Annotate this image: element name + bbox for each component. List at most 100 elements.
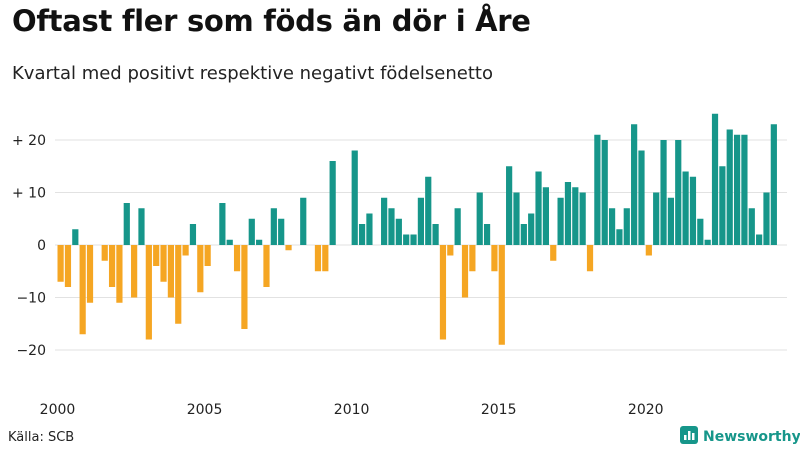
bar	[631, 124, 638, 245]
bar	[256, 239, 263, 245]
bar	[123, 203, 130, 245]
source-note: Källa: SCB	[8, 430, 75, 445]
bar	[726, 129, 733, 245]
bar	[329, 161, 336, 245]
bar	[719, 166, 726, 245]
bar	[204, 245, 211, 266]
bar	[491, 245, 498, 272]
bar	[300, 197, 307, 245]
bar	[219, 203, 226, 245]
bar	[594, 134, 601, 245]
bar	[189, 224, 197, 245]
bar	[638, 150, 645, 245]
bar	[667, 197, 674, 245]
bar	[197, 245, 204, 293]
bar-chart-logo-icon	[680, 426, 698, 448]
bar	[366, 213, 373, 245]
bar	[579, 192, 586, 245]
bar	[557, 197, 564, 245]
bar	[160, 245, 167, 282]
bar	[263, 245, 270, 287]
bar	[616, 229, 623, 245]
bar	[506, 166, 513, 245]
bar	[608, 208, 616, 245]
y-tick-label: −20	[16, 343, 46, 359]
bar	[601, 140, 608, 245]
x-tick-label: 2020	[628, 402, 664, 418]
bar	[689, 176, 697, 245]
bar	[248, 218, 255, 245]
y-tick-label: + 10	[12, 186, 46, 202]
bar	[697, 218, 704, 245]
bar	[64, 245, 72, 287]
bar	[425, 176, 432, 245]
brand-logo[interactable]: Newsworthy	[680, 426, 800, 448]
bar	[145, 245, 152, 340]
bar	[675, 140, 682, 245]
bar	[483, 224, 491, 245]
bar	[86, 245, 94, 303]
bar	[469, 245, 476, 272]
bar	[108, 245, 116, 287]
x-tick-label: 2010	[334, 402, 370, 418]
bar	[733, 134, 741, 245]
y-axis-ticks: + 20 + 10 0 −10 −20	[12, 133, 46, 359]
bar	[175, 245, 182, 324]
brand-name: Newsworthy	[703, 429, 800, 445]
bar	[388, 208, 395, 245]
chart-title: Oftast fler som föds än dör i Åre	[12, 4, 531, 38]
bar	[711, 113, 719, 245]
bar	[682, 171, 689, 245]
bar	[72, 229, 79, 245]
bar	[645, 245, 652, 256]
bar	[395, 218, 402, 245]
bar	[454, 208, 461, 245]
bar	[138, 208, 145, 245]
bar	[351, 150, 358, 245]
bar	[182, 245, 189, 256]
y-tick-label: −10	[16, 291, 46, 307]
bar	[432, 224, 439, 245]
bar	[564, 182, 572, 245]
bar	[461, 245, 469, 298]
x-tick-label: 2000	[40, 402, 76, 418]
bar	[116, 245, 123, 303]
bar	[623, 208, 630, 245]
bar	[167, 245, 174, 298]
bar	[535, 171, 542, 245]
bar	[358, 224, 366, 245]
bar	[660, 140, 667, 245]
bar	[57, 245, 64, 282]
bar	[410, 234, 417, 245]
bar	[417, 197, 424, 245]
chart-subtitle: Kvartal med positivt respektive negativt…	[12, 63, 493, 84]
y-tick-label: 0	[37, 238, 46, 254]
bar	[572, 187, 579, 245]
bar	[653, 192, 660, 245]
bar	[153, 245, 160, 266]
bar	[704, 239, 711, 245]
x-axis-ticks: 2000 2005 2010 2015 2020	[40, 402, 664, 418]
bar	[270, 208, 277, 245]
bar	[322, 245, 329, 272]
bar	[278, 218, 285, 245]
bar	[550, 245, 557, 261]
x-tick-label: 2015	[481, 402, 517, 418]
bar	[285, 245, 292, 251]
bar	[381, 197, 388, 245]
bar	[476, 192, 483, 245]
bar	[79, 245, 86, 335]
bar	[226, 239, 233, 245]
bar	[756, 234, 763, 245]
bar	[513, 192, 520, 245]
bar	[498, 245, 505, 345]
bar	[447, 245, 454, 256]
bar	[542, 187, 549, 245]
bar	[748, 208, 755, 245]
bar	[101, 245, 108, 261]
x-tick-label: 2005	[187, 402, 223, 418]
bars	[57, 113, 777, 345]
bar	[520, 224, 527, 245]
bar	[528, 213, 535, 245]
